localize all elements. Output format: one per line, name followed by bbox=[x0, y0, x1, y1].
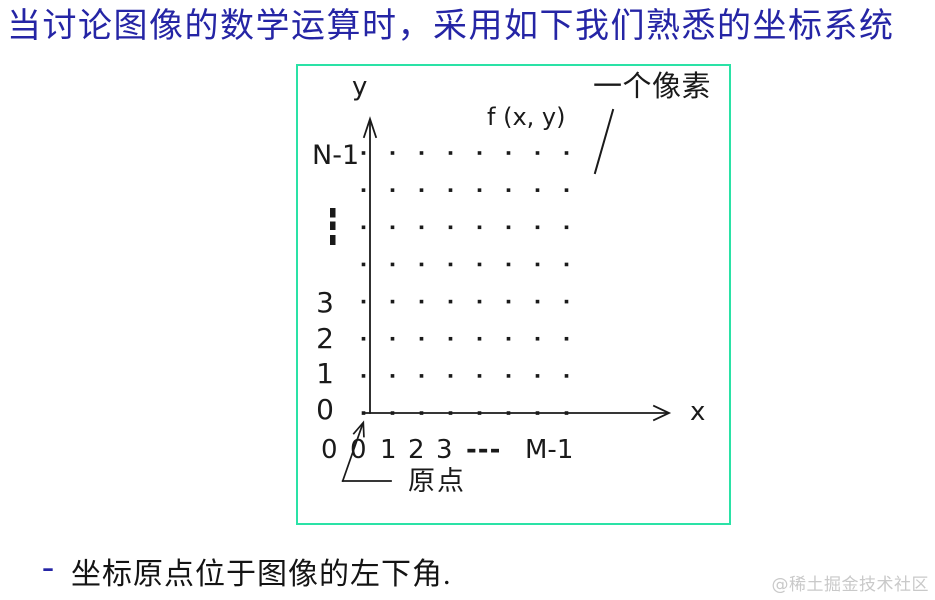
x-tick-3: 3 bbox=[436, 435, 453, 465]
pixel-callout-label: 一个像素 bbox=[593, 69, 712, 103]
x-tick-ellipsis: --- bbox=[466, 435, 502, 465]
x-tick-2: 2 bbox=[408, 435, 425, 465]
y-tick-n-minus-1: N-1 bbox=[312, 140, 360, 171]
bullet-line: - 坐标原点位于图像的左下角. bbox=[42, 548, 452, 593]
y-axis bbox=[362, 116, 378, 414]
origin-callout-label: 原点 bbox=[408, 466, 466, 497]
y-tick-3: 3 bbox=[316, 286, 334, 319]
y-tick-0: 0 bbox=[316, 393, 334, 426]
x-tick-1: 1 bbox=[380, 435, 397, 465]
y-tick-1: 1 bbox=[316, 357, 334, 390]
dot-grid bbox=[361, 151, 569, 415]
arrow-right-icon bbox=[652, 404, 672, 422]
diagram-graphics bbox=[330, 108, 672, 483]
vertical-ellipsis bbox=[330, 208, 336, 245]
origin-callout-arrow bbox=[341, 420, 392, 483]
slide-title: 当讨论图像的数学运算时，采用如下我们熟悉的坐标系统 bbox=[7, 8, 895, 45]
y-tick-2: 2 bbox=[316, 322, 334, 355]
diagonal-pointer-line bbox=[593, 108, 615, 175]
x-tick-0: 0 bbox=[350, 435, 367, 465]
x-axis-label: x bbox=[690, 397, 706, 427]
arrow-up-icon bbox=[362, 116, 378, 139]
function-label: f (x, y) bbox=[487, 103, 566, 131]
x-tick-0-left: 0 bbox=[321, 435, 338, 465]
watermark: @稀土掘金技术社区 bbox=[771, 575, 929, 595]
coordinate-system-diagram: y 一个像素 f (x, y) N-1 3 2 1 0 x 0 0 1 2 3 … bbox=[296, 64, 731, 525]
x-axis bbox=[363, 404, 672, 422]
arrow-up-right-icon bbox=[352, 420, 365, 438]
x-tick-m-minus-1: M-1 bbox=[525, 435, 574, 465]
y-axis-label: y bbox=[352, 72, 368, 102]
bullet-dash: - bbox=[42, 546, 54, 586]
bullet-text: 坐标原点位于图像的左下角. bbox=[71, 558, 452, 591]
